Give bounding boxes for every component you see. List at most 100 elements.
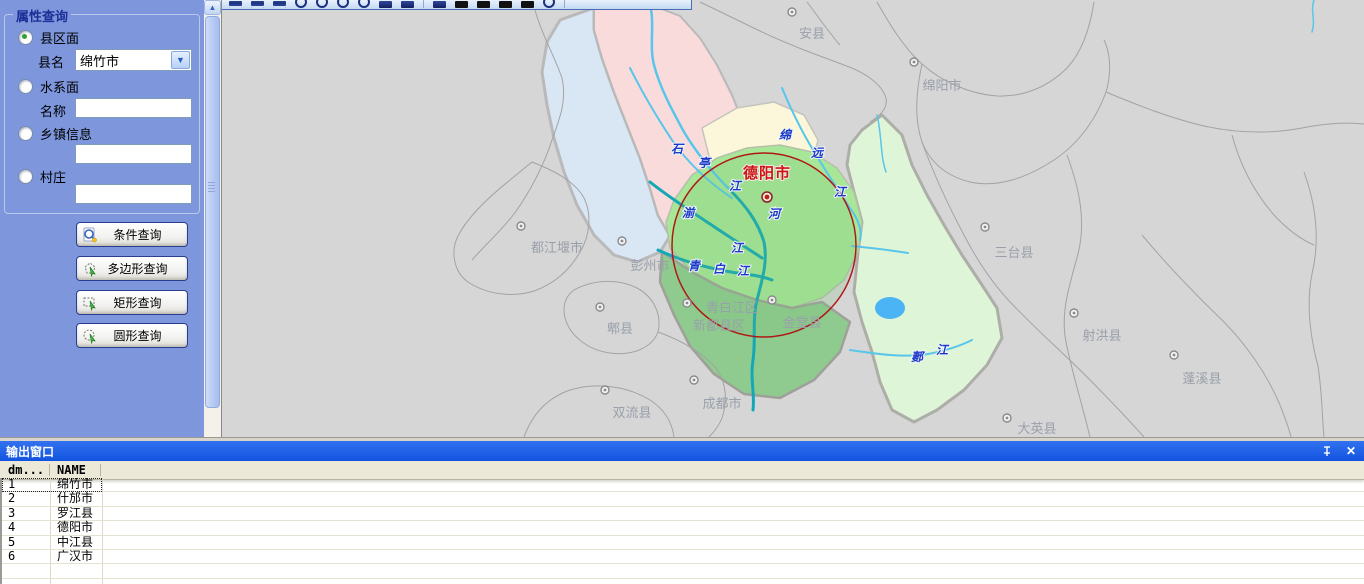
county-boundaries: [453, 1, 1364, 437]
river-char: 河: [768, 207, 783, 221]
county-name-label: 县名: [38, 55, 65, 70]
circle-query-selection: [671, 152, 857, 338]
river-char: 青: [688, 259, 702, 273]
globe-icon[interactable]: [543, 0, 555, 8]
zoom-next-icon[interactable]: [401, 1, 414, 8]
city-labels: 安县 绵阳市 三台县 射洪县 蓬溪县 大英县 都江堰市 彭州市 郫县 双流县 成…: [531, 26, 1222, 436]
radio-village[interactable]: 村庄: [18, 167, 66, 186]
map-svg: 安县 绵阳市 三台县 射洪县 蓬溪县 大英县 都江堰市 彭州市 郫县 双流县 成…: [453, 0, 1364, 437]
rivers: [629, 0, 1315, 412]
scrollbar-up-icon[interactable]: ▲: [204, 0, 221, 15]
city-label-santai: 三台县: [994, 245, 1033, 260]
zoom-in-icon[interactable]: [295, 0, 307, 8]
search-icon: [83, 227, 97, 242]
radio-county-area[interactable]: 县区面: [18, 28, 79, 47]
circle-query-button[interactable]: 圆形查询: [76, 323, 188, 348]
full-extent-icon[interactable]: [358, 0, 370, 8]
attribute-icon[interactable]: [477, 1, 490, 8]
selected-city-label: 德阳市: [743, 164, 791, 182]
city-label-shehong: 射洪县: [1082, 328, 1121, 343]
rectangle-query-button[interactable]: 矩形查询: [76, 290, 188, 315]
river-char: 湔: [682, 206, 696, 220]
radio-town-info[interactable]: 乡镇信息: [18, 124, 92, 143]
zoom-prev-icon[interactable]: [379, 1, 392, 8]
city-label-chengdu: 成都市: [702, 396, 741, 411]
table-icon[interactable]: [273, 1, 286, 8]
toolbar-separator: [564, 0, 565, 8]
deyang-marker: [761, 191, 773, 203]
table-row-empty[interactable]: [2, 564, 1364, 579]
city-label-pengzhou: 彭州市: [630, 258, 669, 273]
radio-village-icon[interactable]: [18, 169, 33, 184]
river-char: 绵: [779, 128, 793, 142]
city-label-xindu: 新都县区: [693, 318, 745, 333]
river-char: 江: [729, 179, 743, 193]
map-toolbar[interactable]: [222, 0, 692, 10]
table-row[interactable]: 3 罗江县: [2, 506, 1364, 522]
print-icon[interactable]: [521, 1, 534, 8]
river-char: 石: [671, 142, 685, 156]
pan-icon[interactable]: [337, 0, 349, 8]
output-window: 输出窗口 ✕ dm... NAME 1 绵竹市 2 什邡市 3 罗江县: [0, 437, 1364, 584]
column-header-dm[interactable]: dm...: [8, 463, 45, 477]
river-labels: 石 亭 江 湔 江 青 白 江 绵 远 江 河 郪 江: [670, 127, 951, 365]
output-titlebar: 输出窗口 ✕: [0, 441, 1364, 461]
output-table-header: dm... NAME: [0, 461, 1364, 480]
radio-town-label: 乡镇信息: [40, 127, 93, 142]
village-input[interactable]: [75, 184, 192, 204]
zoom-out-icon[interactable]: [316, 0, 328, 8]
radio-town-icon[interactable]: [18, 126, 33, 141]
city-label-jintang: 金堂县: [782, 315, 821, 330]
scrollbar-grip-icon: [208, 182, 215, 192]
river-char: 江: [737, 264, 751, 278]
city-label-pixian: 郫县: [607, 321, 633, 336]
column-header-name[interactable]: NAME: [57, 463, 86, 477]
river-char: 江: [731, 241, 745, 255]
radio-county-label: 县区面: [40, 31, 80, 46]
table-row[interactable]: 1 绵竹市: [2, 478, 1364, 493]
output-table-body: 1 绵竹市 2 什邡市 3 罗江县 4 德阳市 5 中江县 6 广汉市: [0, 478, 1364, 584]
scrollbar-thumb[interactable]: [205, 16, 220, 408]
close-icon[interactable]: ✕: [1345, 444, 1357, 458]
chevron-down-icon[interactable]: ▼: [171, 51, 190, 69]
radio-water-area[interactable]: 水系面: [18, 77, 79, 96]
water-name-input[interactable]: [75, 98, 192, 118]
radio-water-icon[interactable]: [18, 79, 33, 94]
select-icon[interactable]: [433, 1, 446, 8]
lake: [875, 297, 905, 319]
table-row-empty[interactable]: [2, 579, 1364, 584]
condition-query-button[interactable]: 条件查询: [76, 222, 188, 247]
toolbar-separator: [423, 0, 424, 8]
table-row[interactable]: 5 中江县: [2, 535, 1364, 550]
city-label-shuangliu: 双流县: [612, 405, 651, 420]
circle-query-label: 圆形查询: [113, 329, 162, 343]
ruler-icon[interactable]: [229, 1, 242, 8]
city-label-mianyang: 绵阳市: [922, 78, 961, 93]
panel-scrollbar[interactable]: ▲: [204, 0, 221, 437]
attribute-query-panel: 属性查询 县区面 县名 绵竹市 ▼ 水系面 名称 乡镇信息 村庄 条件查询: [0, 0, 204, 437]
river-char: 郪: [911, 350, 926, 364]
table-row[interactable]: 6 广汉市: [2, 549, 1364, 565]
river-char: 江: [834, 185, 848, 199]
city-label-pengxi: 蓬溪县: [1182, 371, 1221, 386]
radio-county-icon[interactable]: [18, 30, 33, 45]
water-name-label: 名称: [40, 104, 67, 119]
town-input[interactable]: [75, 144, 192, 164]
pin-icon[interactable]: [1320, 444, 1334, 458]
identify-icon[interactable]: [455, 1, 468, 8]
table-row[interactable]: 4 德阳市: [2, 521, 1364, 536]
ruler2-icon[interactable]: [251, 1, 264, 8]
splitter-handle[interactable]: [0, 437, 1364, 441]
output-title: 输出窗口: [6, 444, 55, 459]
layers-icon[interactable]: [499, 1, 512, 8]
city-label-qingbaijiang: 青白江区: [706, 300, 758, 315]
county-select[interactable]: 绵竹市 ▼: [75, 49, 192, 71]
city-label-dujiangyan: 都江堰市: [531, 240, 583, 255]
map-canvas[interactable]: 安县 绵阳市 三台县 射洪县 蓬溪县 大英县 都江堰市 彭州市 郫县 双流县 成…: [221, 0, 1364, 437]
circle-select-icon: [83, 329, 96, 344]
table-row[interactable]: 2 什邡市: [2, 492, 1364, 507]
county-select-value: 绵竹市: [80, 53, 120, 69]
rectangle-select-icon: [83, 297, 96, 311]
polygon-query-button[interactable]: 多边形查询: [76, 256, 188, 281]
river-char: 远: [811, 146, 825, 160]
